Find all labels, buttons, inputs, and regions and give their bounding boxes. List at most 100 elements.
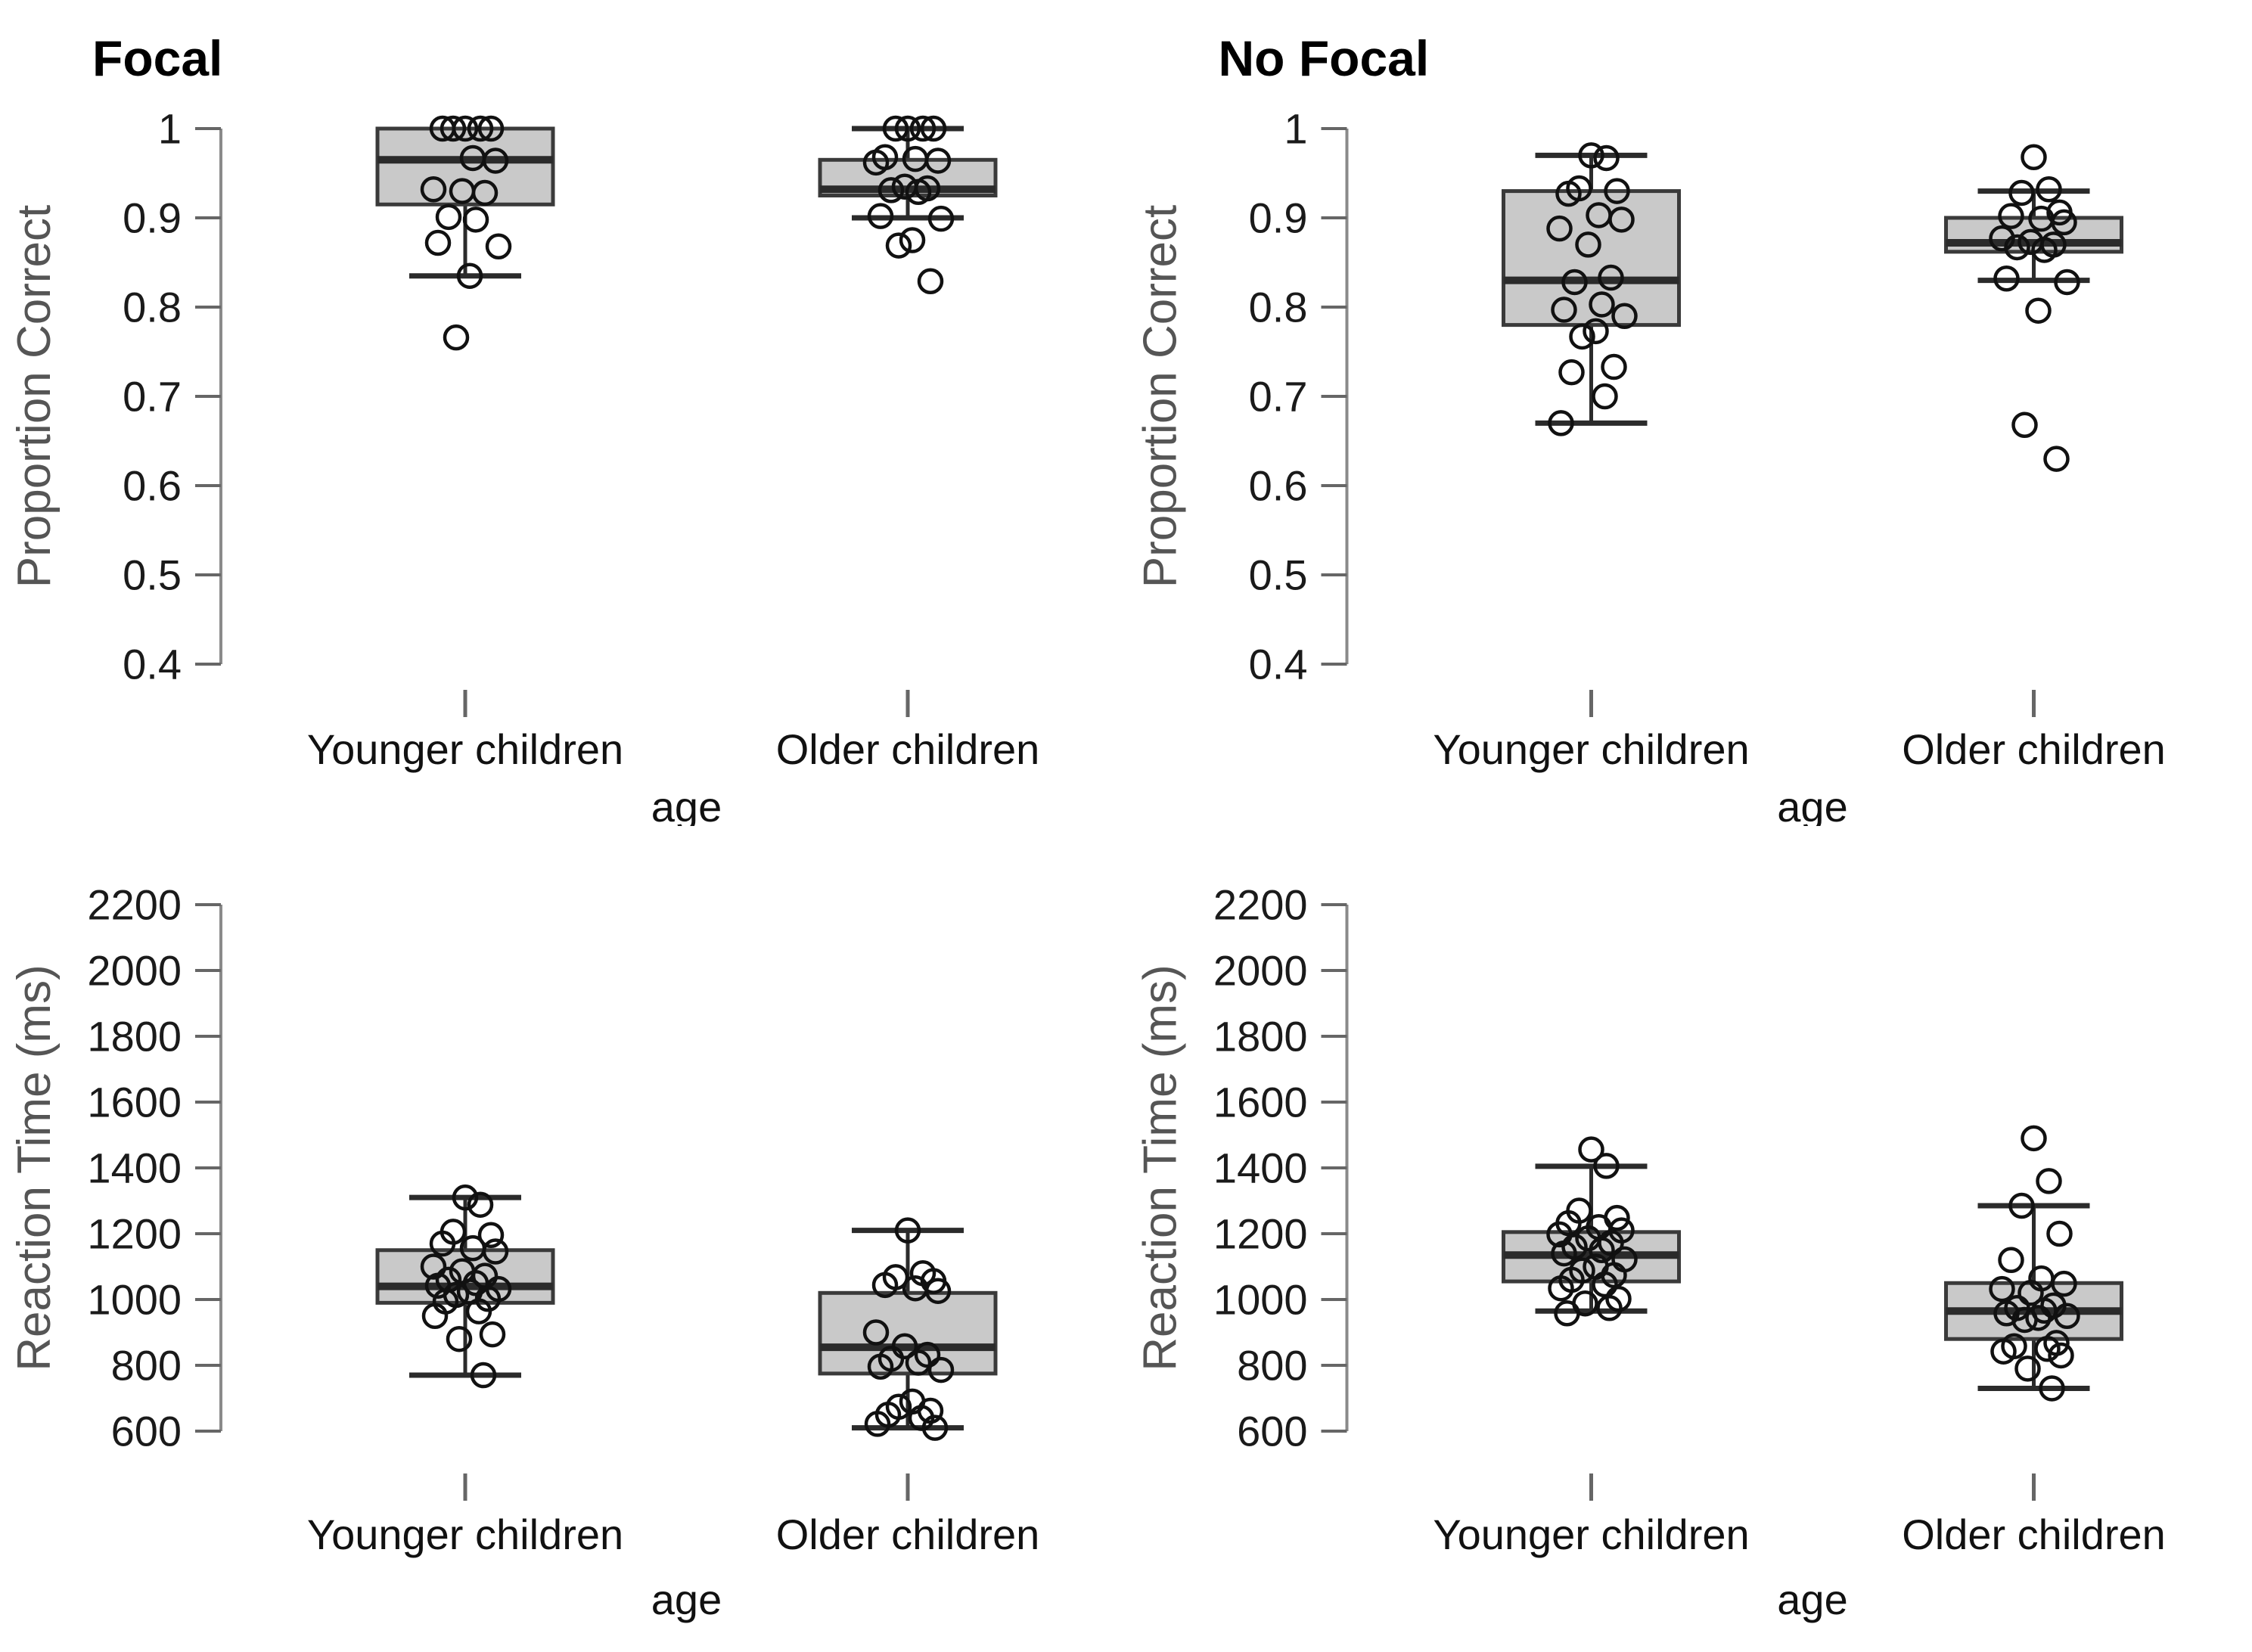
y-tick-label: 1200 (1213, 1210, 1308, 1258)
data-point (424, 229, 452, 256)
y-tick-label: 1000 (1213, 1276, 1308, 1324)
y-tick-label: 0.9 (1249, 194, 1308, 242)
data-point (482, 1238, 509, 1265)
data-point (2008, 179, 2035, 206)
data-point (882, 115, 909, 142)
data-point (2054, 269, 2080, 296)
y-tick-label: 1200 (87, 1210, 182, 1258)
y-axis-label: Proportion Correct (1135, 205, 1187, 588)
data-point (894, 115, 921, 142)
x-axis-label: age (1777, 783, 1847, 826)
data-point (485, 233, 512, 260)
data-point (456, 262, 483, 289)
data-point (1601, 1262, 1627, 1289)
y-tick-label: 1600 (1213, 1079, 1308, 1126)
data-point (462, 206, 489, 233)
data-point (894, 1217, 921, 1244)
data-point (1990, 1338, 2017, 1365)
data-point (477, 1222, 505, 1248)
data-point (2017, 1280, 2044, 1306)
data-point (2008, 1192, 2035, 1219)
data-point (465, 1298, 492, 1324)
panel-focal-accuracy: 1 0.9 0.8 0.7 0.6 0.5 0.4 Proportion Correct Foc… (0, 0, 1126, 826)
data-point (1546, 1221, 1573, 1248)
y-tick-label: 1000 (87, 1276, 182, 1324)
data-point (2025, 297, 2052, 324)
category-label: Younger children (1433, 1511, 1749, 1558)
data-point (2031, 237, 2058, 263)
data-point (2014, 1355, 2041, 1382)
x-axis-label: age (651, 1576, 722, 1623)
data-point (1611, 303, 1638, 330)
category-label: Older children (776, 725, 1040, 773)
data-point (1551, 1240, 1577, 1267)
category-label: Younger children (307, 1511, 623, 1558)
data-point (2054, 1303, 2080, 1329)
data-point (1592, 383, 1618, 410)
y-tick-label: 2000 (1213, 947, 1308, 995)
y-tick-label: 0.7 (123, 373, 182, 421)
data-point (471, 179, 499, 206)
data-point (2051, 209, 2077, 236)
data-point (885, 232, 912, 259)
data-point (2034, 1336, 2061, 1362)
data-point (1993, 265, 2020, 292)
y-tick-label: 0.4 (1249, 641, 1308, 688)
data-point (909, 115, 937, 142)
data-point (467, 1191, 494, 1218)
data-point (1593, 144, 1620, 172)
chart-nofocal-accuracy: 1 0.9 0.8 0.7 0.6 0.5 0.4 Proportion Correct No … (1135, 30, 2166, 826)
data-point (1998, 203, 2024, 229)
panel-title: No Focal (1219, 30, 1430, 86)
data-point (452, 1184, 479, 1211)
data-point (482, 148, 509, 174)
panel-focal-rt: 2200 2000 1800 1600 1400 1200 1000 800 600 Reacti… (0, 826, 1126, 1652)
data-point (1589, 291, 1615, 318)
data-point (862, 149, 890, 176)
y-tick-label: 1600 (87, 1079, 182, 1126)
x-axis-label: age (1777, 1576, 1847, 1623)
data-point (1989, 1275, 2015, 1303)
y-tick-label: 0.8 (123, 284, 182, 331)
data-point (917, 268, 944, 295)
data-point (905, 1349, 932, 1376)
y-tick-label: 0.8 (1249, 284, 1308, 331)
data-point (2025, 1305, 2052, 1331)
data-point (2039, 1375, 2065, 1402)
y-tick-label: 0.9 (123, 194, 182, 242)
data-point (429, 1230, 456, 1257)
data-point (927, 1356, 955, 1383)
panel-title: Focal (92, 30, 222, 86)
data-point (1548, 410, 1574, 436)
y-tick-label: 0.5 (123, 551, 182, 599)
data-point (2043, 446, 2070, 472)
data-point (878, 177, 905, 203)
data-point (1548, 1275, 1574, 1302)
data-point (1998, 1247, 2024, 1274)
category-label: Older children (1902, 725, 2166, 773)
data-point (927, 205, 955, 232)
panel-nofocal-accuracy: 1 0.9 0.8 0.7 0.6 0.5 0.4 Proportion Correct No … (1126, 0, 2252, 826)
y-axis-label: Reaction Time (ms) (8, 964, 61, 1371)
y-tick-label: 2000 (87, 947, 182, 995)
y-tick-label: 0.6 (1249, 462, 1308, 510)
data-point (2046, 1220, 2073, 1247)
data-point (905, 179, 932, 206)
data-point (1578, 142, 1604, 169)
data-point (1592, 1271, 1618, 1298)
y-tick-label: 800 (111, 1342, 182, 1390)
data-point (1608, 206, 1635, 233)
data-point (1593, 1153, 1620, 1179)
data-point (862, 1319, 890, 1346)
data-point (2021, 1125, 2047, 1152)
data-point (1551, 297, 1577, 323)
data-point (1993, 1300, 2020, 1327)
data-point (924, 1278, 952, 1304)
data-point (871, 1272, 899, 1299)
y-tick-label: 800 (1237, 1342, 1307, 1390)
data-point (2036, 175, 2062, 203)
data-point (1558, 359, 1585, 386)
category-label: Younger children (1433, 725, 1749, 773)
y-axis-label: Proportion Correct (8, 205, 61, 588)
